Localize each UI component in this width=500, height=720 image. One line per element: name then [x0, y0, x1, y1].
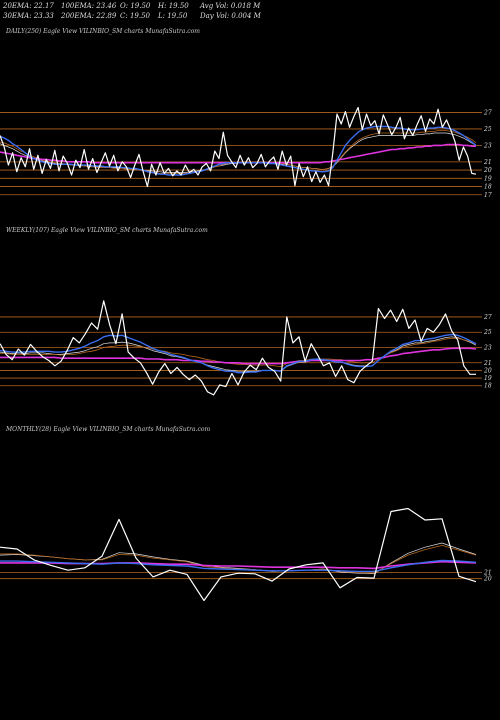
weekly-ema-magenta-line [0, 347, 477, 365]
high-label: H: 19.50 [158, 2, 189, 10]
daily-y-tick-label: 19 [484, 175, 492, 182]
ema200-label: 200EMA: 22.89 [61, 12, 117, 20]
daily-chart-title: DAILY(250) Eagle View VILINBIO_SM charts… [6, 28, 200, 35]
close-label: C: 19.50 [120, 12, 150, 20]
monthly-y-tick-label: 20 [483, 576, 492, 583]
monthly-chart-title: MONTHLY(28) Eagle View VILINBIO_SM chart… [6, 426, 211, 433]
day-vol-label: Day Vol: 0.004 M [200, 12, 261, 20]
weekly-y-tick-label: 18 [484, 383, 492, 390]
weekly-y-tick-label: 27 [483, 314, 492, 321]
ema30-label: 30EMA: 23.33 [3, 12, 54, 20]
monthly-price-line [0, 507, 477, 602]
daily-y-tick-label: 18 [484, 184, 492, 191]
avg-vol-label: Avg Vol: 0.018 M [200, 2, 261, 10]
daily-y-tick-label: 23 [483, 142, 492, 149]
weekly-price-line [0, 300, 476, 396]
daily-y-tick-label: 21 [483, 159, 492, 166]
open-label: O: 19.50 [120, 2, 151, 10]
daily-y-tick-label: 27 [483, 109, 492, 116]
weekly-ema-blue-line [0, 333, 477, 374]
daily-price-line [0, 106, 477, 188]
low-label: L: 19.50 [158, 12, 188, 20]
daily-y-tick-label: 25 [483, 126, 492, 133]
daily-ema-blue-line [0, 125, 477, 176]
weekly-y-tick-label: 25 [483, 329, 492, 336]
stats-header: 20EMA: 22.17 100EMA: 23.46 O: 19.50 H: 1… [0, 0, 500, 24]
monthly-ema-blue-line [0, 559, 477, 573]
daily-y-tick-label: 17 [484, 192, 492, 199]
ema20-label: 20EMA: 22.17 [3, 2, 54, 10]
weekly-ema-brown-line [0, 337, 477, 367]
weekly-chart-title: WEEKLY(107) Eagle View VILINBIO_SM chart… [6, 227, 208, 234]
weekly-y-tick-label: 23 [483, 345, 492, 352]
ema100-label: 100EMA: 23.46 [61, 2, 117, 10]
weekly-y-tick-label: 19 [484, 375, 492, 382]
weekly-y-tick-label: 20 [483, 367, 492, 374]
weekly-y-tick-label: 21 [483, 360, 492, 367]
daily-y-tick-label: 20 [483, 167, 492, 174]
monthly-y-tick-label: 21 [483, 570, 492, 577]
weekly-ema-white-line [0, 336, 477, 372]
